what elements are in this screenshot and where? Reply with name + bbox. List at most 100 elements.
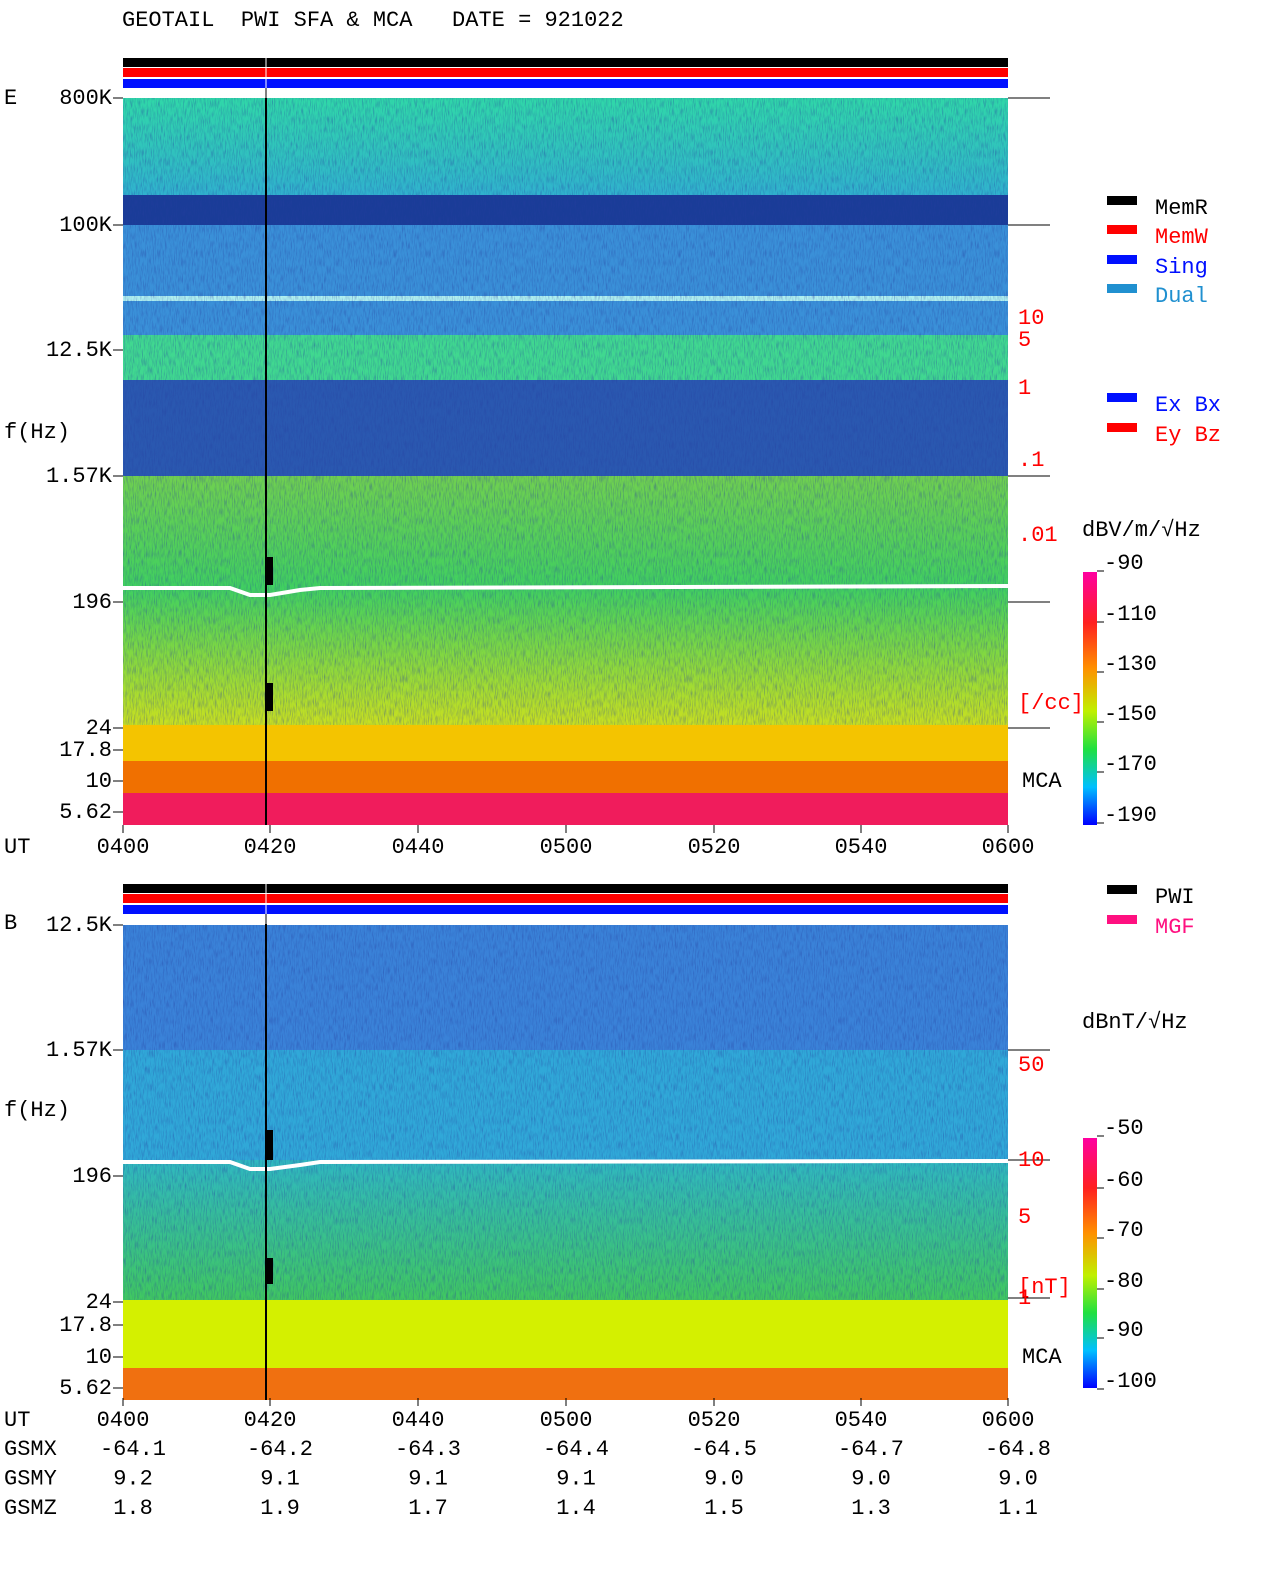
orbit-value: 1.8 (113, 1496, 153, 1521)
density-label: [/cc] (1018, 691, 1084, 716)
orbit-value: 9.0 (851, 1466, 891, 1491)
legend-label: Dual (1155, 284, 1208, 309)
legend-label: MemR (1155, 196, 1208, 221)
orbit-value: -64.8 (985, 1437, 1051, 1462)
legend-label: Sing (1155, 255, 1208, 280)
legend-swatch (1107, 196, 1137, 205)
y-tick-label: 12.5K (46, 338, 113, 363)
orbit-value: 9.1 (408, 1466, 448, 1491)
orbit-value: 1.1 (998, 1496, 1038, 1521)
x-tick-label: 0540 (835, 835, 888, 860)
colorbar-label: dBV/m/√Hz (1082, 518, 1201, 543)
x-tick-label: 0600 (982, 835, 1035, 860)
colorbar-label: dBnT/√Hz (1082, 1010, 1188, 1035)
y-tick-label: 800K (59, 86, 113, 111)
x-tick-label: 0440 (392, 835, 445, 860)
legend-label: PWI (1155, 885, 1195, 910)
colorbar-tick-label: -110 (1104, 602, 1157, 627)
orbit-label: GSMZ (4, 1496, 57, 1521)
x-tick-label: 0600 (982, 1408, 1035, 1433)
colorbar-tick-label: -90 (1104, 551, 1144, 576)
orbit-value: 1.7 (408, 1496, 448, 1521)
orbit-value: 1.9 (260, 1496, 300, 1521)
density-label: 5 (1018, 1205, 1031, 1230)
y-tick-label: 5.62 (59, 1376, 112, 1401)
orbit-value: -64.4 (543, 1437, 609, 1462)
y-tick-label: 5.62 (59, 800, 112, 825)
x-tick-label: 0500 (540, 835, 593, 860)
y-tick-label: 100K (59, 213, 113, 238)
colorbar-tick-label: -80 (1104, 1269, 1144, 1294)
density-label: 1 (1018, 1286, 1031, 1311)
y-tick-label: 1.57K (46, 1038, 113, 1063)
orbit-value: 1.4 (556, 1496, 596, 1521)
mca-label: MCA (1022, 769, 1062, 794)
orbit-value: 1.3 (851, 1496, 891, 1521)
legend-swatch (1107, 423, 1137, 432)
colorbar-tick-label: -170 (1104, 752, 1157, 777)
colorbar-b (1083, 1138, 1097, 1388)
y-axis-label: f(Hz) (4, 420, 70, 445)
y-tick-label: 17.8 (59, 738, 112, 763)
y-tick-label: 1.57K (46, 464, 113, 489)
title: GEOTAIL PWI SFA & MCA DATE = 921022 (122, 8, 624, 33)
x-tick-label: 0420 (244, 835, 297, 860)
mca-label: MCA (1022, 1345, 1062, 1370)
legend-swatch (1107, 915, 1137, 924)
x-tick-label: 0500 (540, 1408, 593, 1433)
panel-label: E (4, 86, 17, 111)
spectrogram-b (123, 914, 1009, 1400)
density-label: .01 (1018, 523, 1058, 548)
colorbar-tick-label: -190 (1104, 803, 1157, 828)
legend-label: MGF (1155, 915, 1195, 940)
orbit-value: -64.1 (100, 1437, 166, 1462)
x-tick-label: 0440 (392, 1408, 445, 1433)
density-label: .1 (1018, 448, 1044, 473)
status-bars-e (123, 58, 1008, 98)
colorbar-tick-label: -130 (1104, 652, 1157, 677)
x-tick-label: 0420 (244, 1408, 297, 1433)
y-axis-label: f(Hz) (4, 1098, 70, 1123)
y-tick-label: 196 (72, 1164, 112, 1189)
colorbar-tick-label: -60 (1104, 1168, 1144, 1193)
time-axis-label: UT (4, 835, 30, 860)
orbit-value: -64.3 (395, 1437, 461, 1462)
orbit-value: -64.5 (691, 1437, 757, 1462)
orbit-value: 9.1 (556, 1466, 596, 1491)
density-label: 1 (1018, 376, 1031, 401)
legend-swatch (1107, 885, 1137, 894)
density-label: 50 (1018, 1053, 1044, 1078)
orbit-value: 9.0 (998, 1466, 1038, 1491)
density-label: [nT] (1018, 1275, 1071, 1300)
orbit-value: 1.5 (704, 1496, 744, 1521)
y-tick-label: 17.8 (59, 1313, 112, 1338)
legend-label: Ey Bz (1155, 423, 1221, 448)
time-axis-label: UT (4, 1408, 30, 1433)
y-tick-label: 196 (72, 590, 112, 615)
orbit-label: GSMY (4, 1466, 57, 1491)
x-tick-label: 0520 (688, 835, 741, 860)
orbit-value: 9.1 (260, 1466, 300, 1491)
colorbar-tick-label: -100 (1104, 1369, 1157, 1394)
orbit-label: GSMX (4, 1437, 57, 1462)
panel-label: B (4, 911, 17, 936)
orbit-value: -64.2 (247, 1437, 313, 1462)
orbit-value: 9.0 (704, 1466, 744, 1491)
y-tick-label: 12.5K (46, 913, 113, 938)
status-bars-b (123, 884, 1008, 924)
legend-label: MemW (1155, 225, 1209, 250)
legend-swatch (1107, 255, 1137, 264)
colorbar-tick-label: -90 (1104, 1318, 1144, 1343)
legend-swatch (1107, 393, 1137, 402)
x-tick-label: 0400 (97, 1408, 150, 1433)
colorbar-e (1083, 572, 1097, 825)
colorbar-tick-label: -50 (1104, 1116, 1144, 1141)
density-label: 5 (1018, 328, 1031, 353)
density-label: 10 (1018, 1148, 1044, 1173)
y-tick-label: 24 (86, 1290, 112, 1315)
colorbar-tick-label: -70 (1104, 1218, 1144, 1243)
legend-label: Ex Bx (1155, 393, 1221, 418)
y-tick-label: 10 (86, 1345, 112, 1370)
orbit-value: -64.7 (838, 1437, 904, 1462)
